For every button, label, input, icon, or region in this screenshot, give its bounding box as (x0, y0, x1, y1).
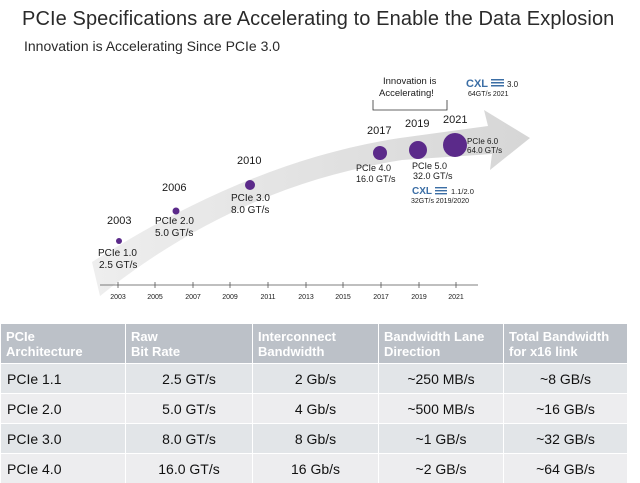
axis-ticks (117, 282, 457, 288)
milestone-spec: PCIe 1.0 (98, 248, 137, 259)
cxl-logo: CXL (466, 78, 488, 90)
milestone-dot (172, 207, 180, 215)
axis-tick-label: 2015 (335, 294, 351, 301)
table-cell: PCIe 4.0 (0, 453, 126, 483)
timeline-figure: 2003 2006 2010 2017 2019 2021 PCIe 1.0 2… (92, 76, 530, 301)
cxl-version: 1.1/2.0 (451, 187, 474, 196)
axis-tick-label: 2013 (298, 294, 314, 301)
milestone-rate: 2.5 GT/s (99, 260, 137, 271)
cxl-version: 3.0 (507, 80, 519, 89)
milestone-year: 2019 (405, 118, 429, 130)
table-cell: ~1 GB/s (378, 423, 504, 454)
axis-tick-label: 2007 (185, 294, 201, 301)
axis-tick-label: 2005 (147, 294, 163, 301)
table-cell: ~32 GB/s (503, 423, 628, 454)
milestone-rate: 5.0 GT/s (155, 228, 193, 239)
milestone-spec: PCIe 3.0 (231, 193, 270, 204)
milestone-dot (116, 238, 122, 244)
table-cell: ~500 MB/s (378, 393, 504, 424)
table-cell: 5.0 GT/s (125, 393, 253, 424)
cxl-lines-icon (491, 79, 504, 87)
table-row: PCIe 3.0 8.0 GT/s 8 Gb/s ~1 GB/s ~32 GB/… (0, 423, 628, 454)
milestone-year: 2021 (443, 114, 467, 126)
table-cell: ~8 GB/s (503, 363, 628, 394)
milestone-rate: 16.0 GT/s (356, 174, 396, 184)
table-cell: 16.0 GT/s (125, 453, 253, 483)
table-cell: ~2 GB/s (378, 453, 504, 483)
table-cell: 16 Gb/s (252, 453, 379, 483)
column-header: Interconnect Bandwidth (252, 323, 379, 364)
table-cell: ~64 GB/s (503, 453, 628, 483)
callout-line: Innovation is (383, 76, 437, 87)
callout-line: Accelerating! (379, 88, 434, 99)
table-cell: 8 Gb/s (252, 423, 379, 454)
milestone-spec: PCIe 6.0 (467, 137, 499, 146)
milestone-rate: 64.0 GT/s (467, 146, 502, 155)
milestone-spec: PCIe 2.0 (155, 216, 194, 227)
callout-bracket (372, 100, 448, 111)
table-header-row: PCIe Architecture Raw Bit Rate Interconn… (0, 323, 628, 364)
milestone-year: 2010 (237, 155, 261, 167)
milestone-dot (443, 133, 467, 157)
milestone-rate: 32.0 GT/s (413, 171, 453, 181)
axis-tick-label: 2009 (222, 294, 238, 301)
milestone-dot (245, 180, 255, 190)
column-header: Raw Bit Rate (125, 323, 253, 364)
cxl-detail: 64GT/s 2021 (468, 91, 509, 98)
cxl-detail: 32GT/s 2019/2020 (411, 198, 469, 205)
table-cell: PCIe 2.0 (0, 393, 126, 424)
page-subtitle: Innovation is Accelerating Since PCIe 3.… (24, 38, 281, 54)
axis-tick-label: 2003 (110, 294, 126, 301)
page-title: PCIe Specifications are Accelerating to … (22, 8, 615, 30)
milestone-year: 2003 (107, 215, 131, 227)
axis-tick-label: 2011 (260, 294, 275, 301)
milestone-year: 2017 (367, 125, 391, 137)
table-cell: PCIe 1.1 (0, 363, 126, 394)
axis-tick-label: 2017 (373, 294, 389, 301)
axis-tick-label: 2021 (448, 294, 464, 301)
cxl-lines-icon (435, 187, 447, 195)
table-cell: ~250 MB/s (378, 363, 504, 394)
table-row: PCIe 4.0 16.0 GT/s 16 Gb/s ~2 GB/s ~64 G… (0, 453, 628, 483)
spec-table: PCIe Architecture Raw Bit Rate Interconn… (0, 323, 628, 483)
column-header: Bandwidth Lane Direction (378, 323, 504, 364)
cxl-logo: CXL (412, 186, 432, 197)
table-row: PCIe 1.1 2.5 GT/s 2 Gb/s ~250 MB/s ~8 GB… (0, 363, 628, 394)
table-cell: ~16 GB/s (503, 393, 628, 424)
milestone-spec: PCIe 4.0 (356, 163, 391, 173)
milestone-dot (373, 146, 387, 160)
milestone-dot (409, 141, 427, 159)
milestone-year: 2006 (162, 182, 186, 194)
table-cell: PCIe 3.0 (0, 423, 126, 454)
table-cell: 2 Gb/s (252, 363, 379, 394)
axis-tick-label: 2019 (411, 294, 427, 301)
table-cell: 4 Gb/s (252, 393, 379, 424)
table-cell: 8.0 GT/s (125, 423, 253, 454)
table-cell: 2.5 GT/s (125, 363, 253, 394)
milestone-rate: 8.0 GT/s (231, 205, 269, 216)
milestone-spec: PCIe 5.0 (412, 161, 447, 171)
table-row: PCIe 2.0 5.0 GT/s 4 Gb/s ~500 MB/s ~16 G… (0, 393, 628, 424)
column-header: Total Bandwidth for x16 link (503, 323, 628, 364)
column-header: PCIe Architecture (0, 323, 126, 364)
